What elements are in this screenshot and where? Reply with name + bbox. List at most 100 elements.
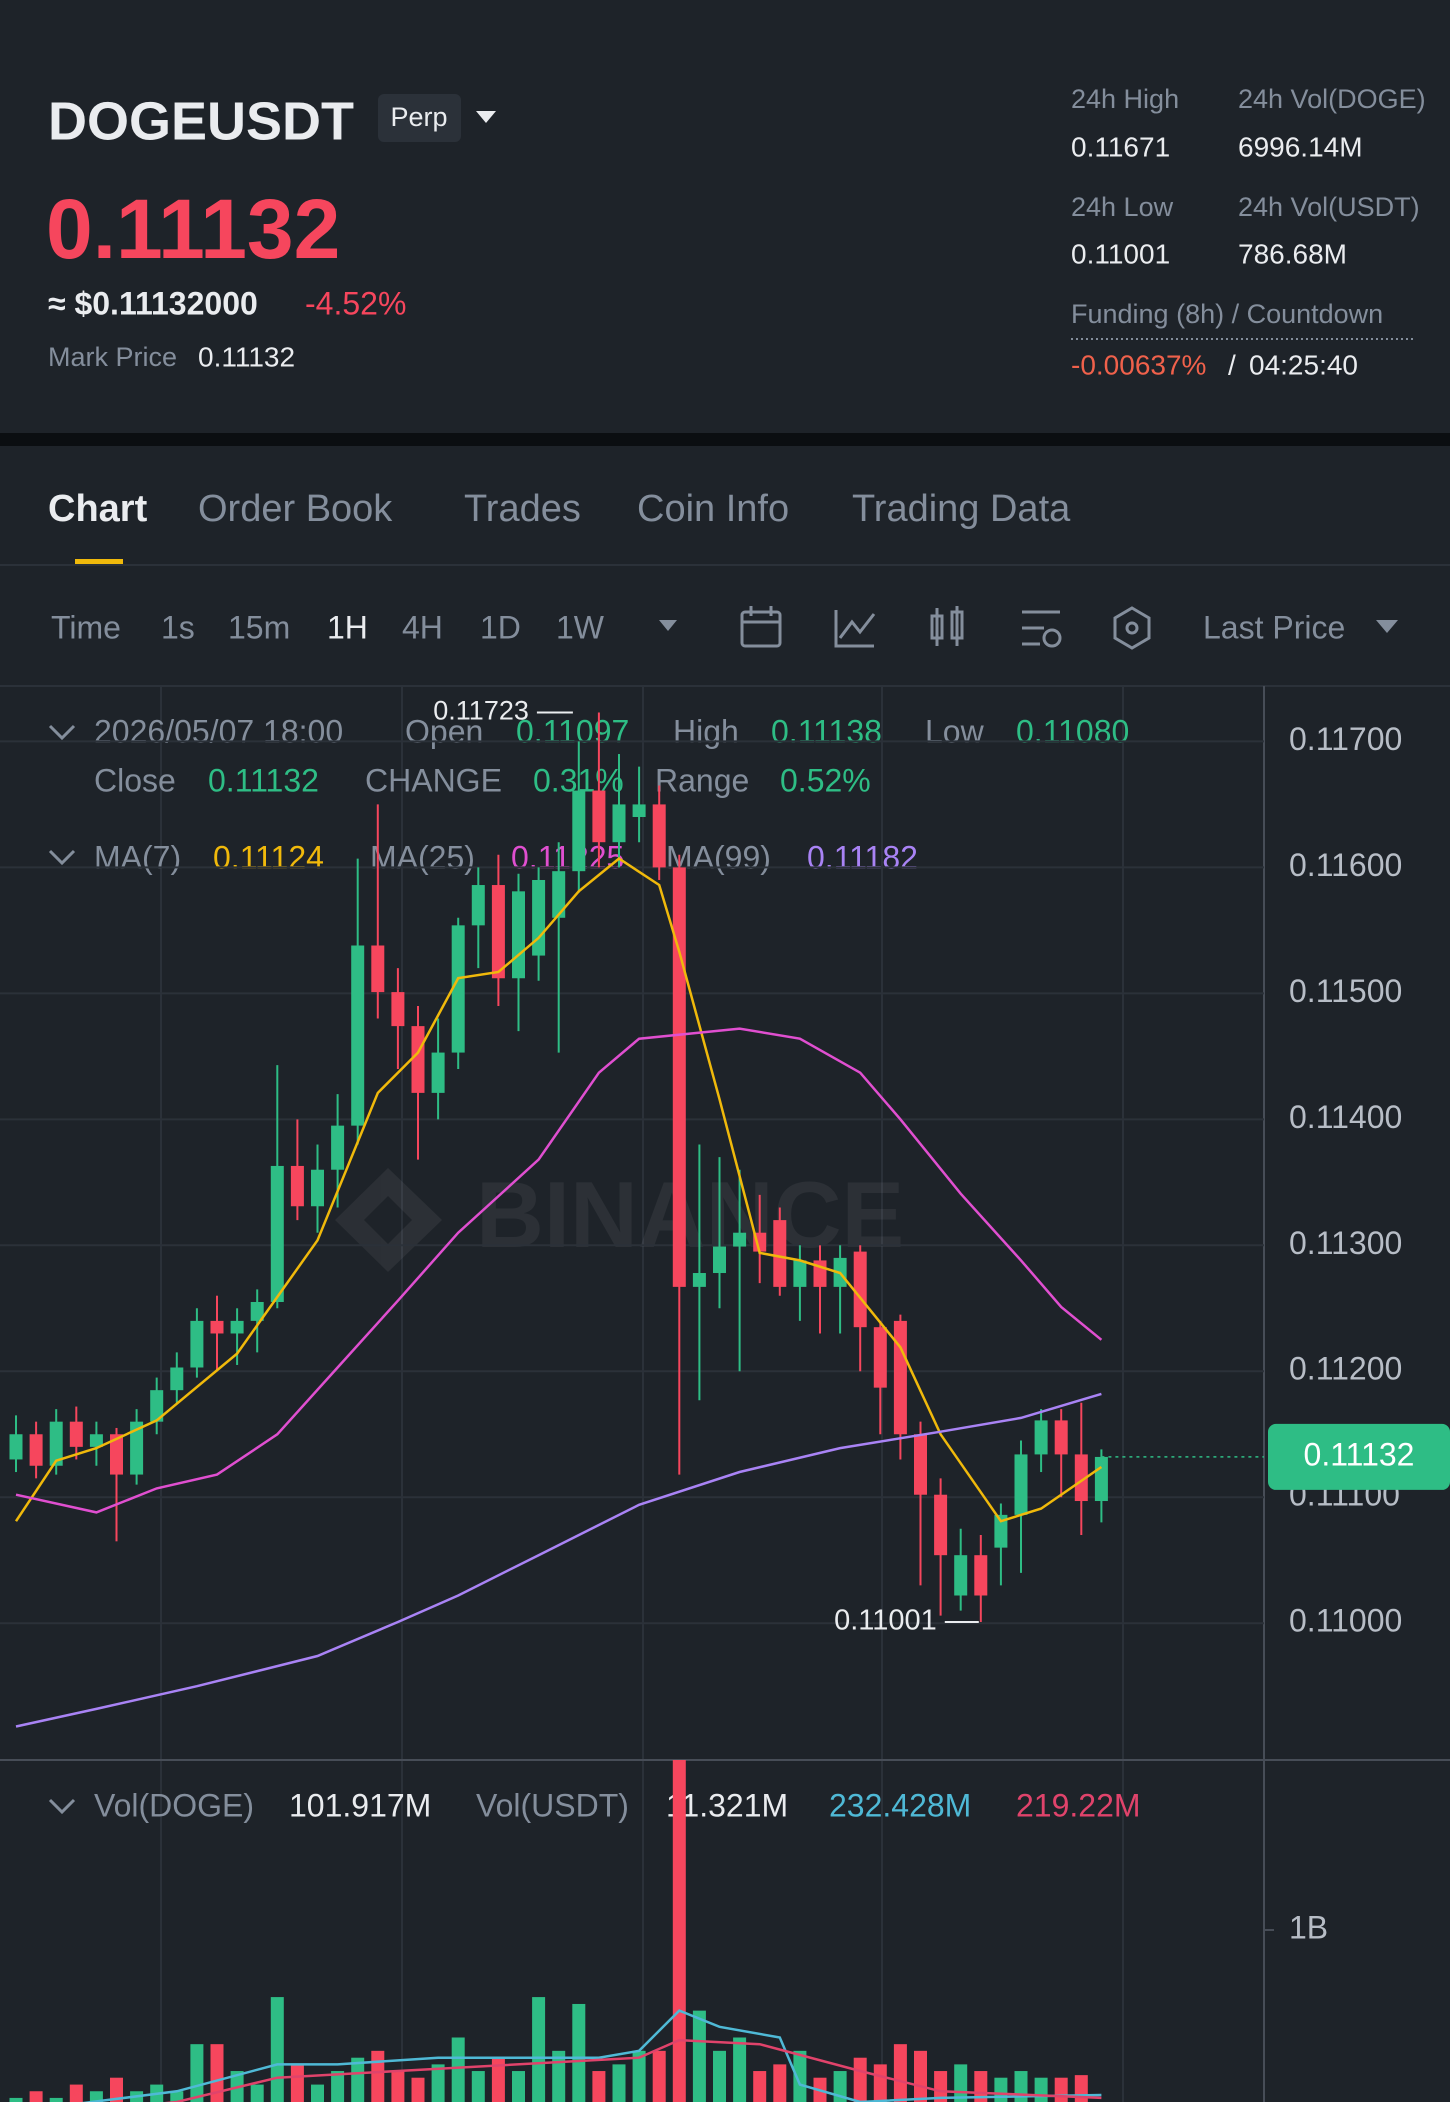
- candle-body: [793, 1260, 807, 1287]
- candle-body: [411, 1026, 425, 1093]
- candle-body: [853, 1251, 867, 1328]
- candle-body: [451, 925, 465, 1053]
- interval[interactable]: 1D: [480, 609, 521, 645]
- candle-body: [1054, 1420, 1068, 1455]
- candles: [9, 712, 1108, 1728]
- candle-body: [150, 1390, 164, 1422]
- tab[interactable]: Trades: [464, 488, 581, 530]
- volume-bar: [914, 2050, 927, 2102]
- ma-name: MA(7): [94, 839, 181, 875]
- collapse-icon[interactable]: [48, 849, 76, 866]
- interval-active[interactable]: 1H: [327, 609, 368, 645]
- candle-body: [331, 1125, 345, 1170]
- vol-ma-value: 232.428M: [829, 1787, 971, 1823]
- candle-body: [170, 1367, 184, 1391]
- stat-value: 0.11671: [1071, 131, 1170, 162]
- high-label: 0.11723: [433, 696, 529, 726]
- ma-value: 0.11182: [807, 839, 918, 875]
- collapse-icon[interactable]: [48, 724, 76, 741]
- candle-body: [89, 1434, 103, 1447]
- interval[interactable]: Time: [51, 609, 121, 645]
- candle-body: [110, 1434, 123, 1475]
- volume-bar: [1054, 2077, 1068, 2102]
- vol-label: Vol(USDT): [476, 1787, 629, 1823]
- candle-body: [733, 1232, 747, 1247]
- candle-body: [49, 1421, 63, 1466]
- volume-bar: [612, 2064, 626, 2102]
- vol-value: 11.321M: [666, 1787, 788, 1823]
- candle-body: [1014, 1454, 1028, 1515]
- volume-bar: [773, 2064, 787, 2102]
- y-tick-label: 0.11000: [1289, 1603, 1402, 1639]
- interval[interactable]: 1s: [161, 609, 195, 645]
- candle-body: [512, 891, 525, 979]
- y-tick-label: 0.11300: [1289, 1225, 1402, 1261]
- vol-label: Vol(DOGE): [94, 1787, 254, 1823]
- stat-value: 6996.14M: [1238, 131, 1363, 162]
- volume-bar: [411, 2077, 425, 2102]
- interval[interactable]: 15m: [228, 609, 290, 645]
- price-type-dropdown[interactable]: [1376, 620, 1398, 633]
- symbol-dropdown[interactable]: [476, 111, 496, 123]
- chart-type-icon[interactable]: [930, 606, 964, 646]
- ma-line: [15, 1392, 1102, 1728]
- volume-bar: [250, 2084, 264, 2102]
- candle-body: [210, 1320, 224, 1334]
- calendar-icon[interactable]: [740, 606, 782, 648]
- volume-bar: [290, 2064, 304, 2102]
- countdown: 04:25:40: [1249, 349, 1358, 380]
- volume-bar: [632, 2050, 646, 2102]
- candle-body: [1094, 1456, 1108, 1502]
- tab[interactable]: Chart: [48, 488, 148, 530]
- vol-value: 101.917M: [289, 1787, 431, 1823]
- interval[interactable]: 4H: [402, 609, 443, 645]
- candle-body: [1074, 1454, 1088, 1502]
- funding-label[interactable]: Funding (8h) / Countdown: [1071, 299, 1383, 329]
- candle-body: [572, 790, 586, 872]
- y-tick-label: 1B: [1289, 1909, 1328, 1945]
- volume-bar: [49, 2097, 63, 2102]
- badge: Perp: [390, 102, 447, 132]
- legend-label: Close: [94, 762, 176, 798]
- tab[interactable]: Trading Data: [852, 488, 1071, 530]
- candle-body: [391, 992, 405, 1027]
- interval[interactable]: 1W: [556, 609, 605, 645]
- legend-value: 0.11132: [208, 762, 319, 798]
- y-tick-label: 0.11600: [1289, 847, 1402, 883]
- tab[interactable]: Coin Info: [637, 488, 789, 530]
- collapse-icon[interactable]: [48, 1798, 76, 1815]
- volume-bars: [9, 1760, 1102, 2102]
- volume-bar: [572, 2003, 586, 2102]
- volume-bar: [733, 2037, 747, 2102]
- volume-bar: [692, 2010, 706, 2102]
- candle-body: [652, 804, 666, 868]
- settings-icon[interactable]: [1022, 610, 1062, 648]
- volume-bar: [934, 2071, 948, 2102]
- tab-indicator: [75, 559, 123, 566]
- candle-body: [250, 1301, 264, 1321]
- indicator-icon[interactable]: [834, 610, 876, 648]
- annotations: 0.11723 0.11001 0.11132: [433, 696, 1450, 1637]
- candle-body: [1034, 1420, 1048, 1455]
- volume-bar: [371, 2050, 385, 2102]
- candle-body: [994, 1514, 1008, 1548]
- candle-body: [371, 945, 385, 993]
- volume-bar: [351, 2057, 365, 2102]
- legend-label: High: [673, 713, 739, 749]
- volume-bar: [9, 2097, 23, 2102]
- tab[interactable]: Order Book: [198, 488, 393, 530]
- vol-ma-value: 219.22M: [1016, 1787, 1141, 1823]
- candle-body: [290, 1165, 304, 1207]
- price-type[interactable]: Last Price: [1203, 609, 1345, 645]
- legend-value: 0.52%: [780, 762, 871, 798]
- volume-bar: [210, 2044, 224, 2102]
- candle-body: [914, 1434, 927, 1495]
- candle-body: [934, 1494, 948, 1556]
- interval-dropdown[interactable]: [659, 620, 677, 631]
- ma-value: 0.11124: [213, 839, 324, 875]
- layout-icon[interactable]: [1113, 606, 1151, 650]
- volume-bar: [1034, 2077, 1048, 2102]
- volume-bar: [311, 2084, 324, 2102]
- candle-body: [270, 1165, 284, 1302]
- ma-line: [14, 857, 1103, 1523]
